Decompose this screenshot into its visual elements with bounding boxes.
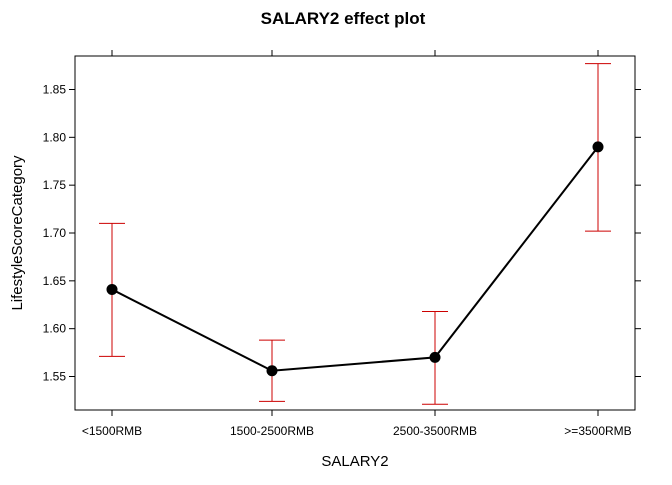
x-tick-label: <1500RMB xyxy=(82,424,142,438)
data-point xyxy=(266,365,278,377)
y-tick-label: 1.80 xyxy=(43,130,67,144)
chart-title: SALARY2 effect plot xyxy=(261,9,426,28)
data-point xyxy=(429,351,441,363)
x-axis: <1500RMB 1500-2500RMB 2500-3500RMB >=3500RM… xyxy=(82,50,632,438)
y-tick-label: 1.55 xyxy=(43,370,67,384)
effect-points xyxy=(106,141,604,377)
x-tick-label: 2500-3500RMB xyxy=(393,424,477,438)
y-tick-label: 1.75 xyxy=(43,178,67,192)
y-tick-label: 1.60 xyxy=(43,322,67,336)
confidence-intervals xyxy=(99,63,611,405)
data-point xyxy=(106,283,118,295)
x-tick-label: >=3500RMB xyxy=(564,424,631,438)
effect-line-series xyxy=(111,146,599,372)
y-axis: 1.55 1.60 1.65 1.70 1.75 1.80 1.85 xyxy=(43,82,641,384)
x-axis-label: SALARY2 xyxy=(321,453,388,470)
y-tick-label: 1.65 xyxy=(43,274,67,288)
y-tick-label: 1.70 xyxy=(43,226,67,240)
y-axis-label: LifestyleScoreCategory xyxy=(9,155,26,311)
y-tick-label: 1.85 xyxy=(43,82,67,96)
plot-frame xyxy=(74,55,636,411)
data-point xyxy=(592,141,604,153)
x-tick-label: 1500-2500RMB xyxy=(230,424,314,438)
series-line xyxy=(111,146,599,372)
